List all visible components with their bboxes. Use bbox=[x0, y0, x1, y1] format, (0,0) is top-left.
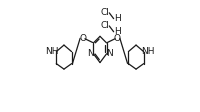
Text: Cl: Cl bbox=[100, 8, 109, 17]
Text: N: N bbox=[87, 49, 94, 58]
Text: O: O bbox=[114, 34, 121, 43]
Text: NH: NH bbox=[45, 47, 59, 56]
Text: O: O bbox=[79, 34, 86, 43]
Text: H: H bbox=[114, 27, 121, 37]
Text: NH: NH bbox=[141, 47, 155, 56]
Text: Cl: Cl bbox=[100, 21, 109, 30]
Text: H: H bbox=[114, 14, 121, 23]
Text: N: N bbox=[106, 49, 113, 58]
